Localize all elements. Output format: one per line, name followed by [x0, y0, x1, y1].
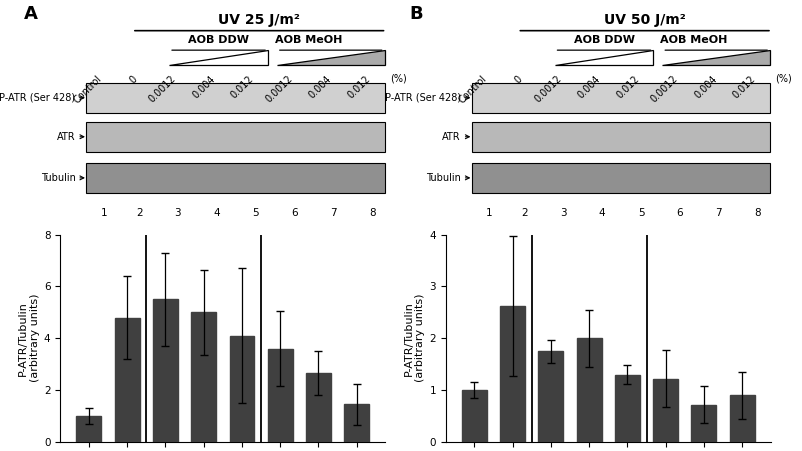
- Text: 0.012: 0.012: [229, 74, 255, 101]
- Text: AOB DDW: AOB DDW: [573, 35, 634, 45]
- Bar: [267, 349, 292, 442]
- Text: 0.0012: 0.0012: [532, 74, 563, 105]
- Bar: [344, 405, 369, 442]
- Text: 0.004: 0.004: [575, 74, 602, 101]
- Bar: [652, 379, 677, 442]
- Text: 6: 6: [291, 207, 298, 217]
- Bar: [86, 163, 384, 193]
- Text: 0.004: 0.004: [306, 74, 333, 101]
- Bar: [461, 390, 486, 442]
- Text: 0.004: 0.004: [190, 74, 217, 101]
- Text: 2: 2: [520, 207, 527, 217]
- Bar: [500, 306, 525, 442]
- Text: 2: 2: [136, 207, 142, 217]
- Y-axis label: P-ATR/Tubulin
(arbitrary units): P-ATR/Tubulin (arbitrary units): [18, 294, 39, 382]
- Text: 7: 7: [330, 207, 336, 217]
- Text: 4: 4: [598, 207, 605, 217]
- Polygon shape: [554, 50, 653, 65]
- Bar: [229, 336, 254, 442]
- Text: Tubulin: Tubulin: [41, 173, 75, 183]
- Bar: [191, 312, 216, 442]
- Bar: [86, 83, 384, 113]
- Text: A: A: [24, 5, 38, 23]
- Text: Control: Control: [71, 74, 103, 106]
- Text: 3: 3: [174, 207, 181, 217]
- Bar: [729, 395, 754, 442]
- Text: P-ATR (Ser 428): P-ATR (Ser 428): [384, 93, 460, 103]
- Text: ATR: ATR: [442, 132, 460, 142]
- Polygon shape: [277, 50, 384, 65]
- Text: 8: 8: [753, 207, 760, 217]
- Text: 0.012: 0.012: [614, 74, 640, 101]
- Text: P-ATR (Ser 428): P-ATR (Ser 428): [0, 93, 75, 103]
- Text: B: B: [409, 5, 423, 23]
- Text: 6: 6: [676, 207, 683, 217]
- Bar: [471, 163, 769, 193]
- Text: 0: 0: [128, 74, 139, 85]
- Text: 8: 8: [368, 207, 375, 217]
- Text: UV 50 J/m²: UV 50 J/m²: [603, 14, 685, 28]
- Text: Tubulin: Tubulin: [426, 173, 460, 183]
- Bar: [306, 373, 330, 442]
- Text: 4: 4: [213, 207, 220, 217]
- Text: (%): (%): [390, 74, 406, 84]
- Text: AOB DDW: AOB DDW: [188, 35, 249, 45]
- Bar: [86, 122, 384, 152]
- Bar: [538, 351, 563, 442]
- Text: 1: 1: [100, 207, 107, 217]
- Bar: [576, 338, 601, 442]
- Bar: [471, 83, 769, 113]
- Text: 0.012: 0.012: [730, 74, 757, 101]
- Text: 0.0012: 0.0012: [263, 74, 294, 105]
- Text: 0.0012: 0.0012: [648, 74, 679, 105]
- Text: UV 25 J/m²: UV 25 J/m²: [218, 14, 300, 28]
- Text: AOB MeOH: AOB MeOH: [274, 35, 342, 45]
- Bar: [153, 299, 178, 442]
- Bar: [76, 416, 101, 442]
- Text: 1: 1: [485, 207, 492, 217]
- Text: 7: 7: [715, 207, 721, 217]
- Text: (%): (%): [775, 74, 791, 84]
- Text: 0.012: 0.012: [345, 74, 372, 101]
- Text: Control: Control: [456, 74, 488, 106]
- Y-axis label: P-ATR/Tubulin
(arbitrary units): P-ATR/Tubulin (arbitrary units): [403, 294, 424, 382]
- Text: AOB MeOH: AOB MeOH: [659, 35, 727, 45]
- Polygon shape: [169, 50, 268, 65]
- Text: 3: 3: [559, 207, 566, 217]
- Polygon shape: [662, 50, 769, 65]
- Bar: [614, 374, 639, 442]
- Bar: [691, 405, 715, 442]
- Text: 0.0012: 0.0012: [147, 74, 178, 105]
- Text: 0: 0: [512, 74, 524, 85]
- Text: ATR: ATR: [57, 132, 75, 142]
- Text: 5: 5: [252, 207, 259, 217]
- Bar: [471, 122, 769, 152]
- Bar: [115, 318, 140, 442]
- Text: 5: 5: [637, 207, 644, 217]
- Text: 0.004: 0.004: [691, 74, 718, 101]
